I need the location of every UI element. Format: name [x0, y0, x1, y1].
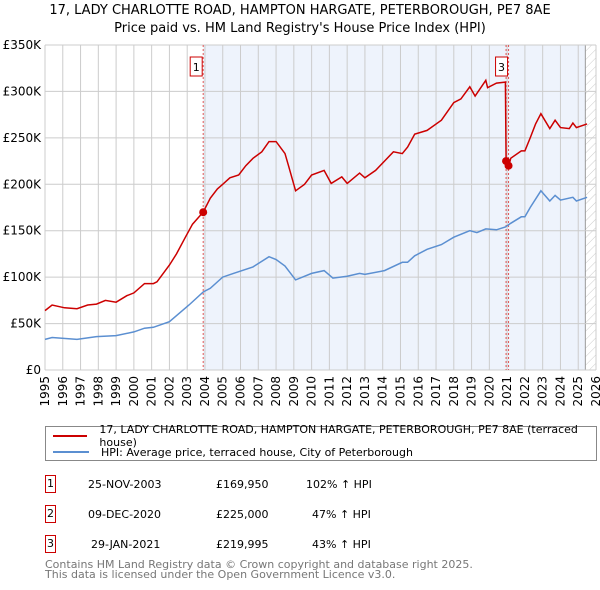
- y-tick-label: £250K: [3, 131, 43, 145]
- x-tick-label: 2004: [198, 376, 212, 407]
- legend-label-property: 17, LADY CHARLOTTE ROAD, HAMPTON HARGATE…: [99, 423, 578, 449]
- x-tick-label: 2005: [216, 376, 230, 407]
- x-tick-label: 2012: [340, 376, 354, 407]
- x-tick-label: 2020: [482, 376, 496, 407]
- footer-copyright: Contains HM Land Registry data © Crown c…: [45, 558, 473, 571]
- x-tick-label: 2024: [553, 376, 567, 407]
- x-tick-label: 2026: [589, 376, 600, 407]
- x-tick-label: 2002: [162, 376, 176, 407]
- transaction-price: £169,950: [216, 478, 269, 491]
- sale-label: 1: [193, 61, 200, 74]
- transaction-price: £225,000: [216, 508, 269, 521]
- legend: 17, LADY CHARLOTTE ROAD, HAMPTON HARGATE…: [45, 423, 597, 461]
- x-tick-label: 2025: [571, 376, 585, 407]
- footer: Contains HM Land Registry data © Crown c…: [45, 558, 473, 581]
- x-tick-label: 2003: [180, 376, 194, 407]
- sale-point: [504, 161, 513, 170]
- transaction-row: 2 09-DEC-2020 £225,000 47% ↑ HPI: [45, 505, 445, 525]
- x-tick-label: 1995: [38, 376, 52, 407]
- transaction-hpi-change: 102% ↑ HPI: [306, 478, 372, 491]
- x-tick-label: 2023: [536, 376, 550, 407]
- legend-label-hpi: HPI: Average price, terraced house, City…: [101, 445, 413, 459]
- line-chart: 1995 1996 1997 1998 1999 2000 2001 2002 2003 2004…: [3, 38, 600, 407]
- y-tick-label: £150K: [3, 224, 43, 238]
- transaction-price: £219,995: [216, 538, 269, 551]
- y-tick-label: £100K: [3, 270, 43, 284]
- x-tick-label: 2017: [429, 376, 443, 407]
- transaction-hpi-change: 43% ↑ HPI: [312, 538, 371, 551]
- x-tick-label: 2010: [305, 376, 319, 407]
- x-tick-label: 2022: [518, 376, 532, 407]
- x-tick-label: 2006: [234, 376, 248, 407]
- transaction-date: 09-DEC-2020: [88, 508, 162, 521]
- transaction-row: 3 29-JAN-2021 £219,995 43% ↑ HPI: [45, 535, 445, 555]
- shaded-period: [203, 45, 586, 370]
- x-tick-label: 2019: [465, 376, 479, 407]
- transaction-hpi-change: 47% ↑ HPI: [312, 508, 371, 521]
- chart-title: 17, LADY CHARLOTTE ROAD, HAMPTON HARGATE…: [49, 3, 551, 18]
- x-tick-label: 2014: [376, 376, 390, 407]
- x-tick-label: 2009: [287, 376, 301, 407]
- x-tick-label: 2011: [322, 376, 336, 407]
- legend-swatch-property: [53, 435, 88, 437]
- sale-label: 3: [498, 61, 505, 74]
- property-price-line: [44, 78, 588, 312]
- transaction-date: 25-NOV-2003: [88, 478, 162, 491]
- transaction-row: 1 25-NOV-2003 £169,950 102% ↑ HPI: [45, 475, 445, 495]
- legend-swatch-hpi: [53, 451, 89, 453]
- sale-label-box: [189, 56, 203, 77]
- transaction-date: 29-JAN-2021: [91, 538, 161, 551]
- y-tick-label: £350K: [3, 38, 43, 52]
- x-tick-label: 2000: [127, 376, 141, 407]
- x-tick-label: 1998: [91, 376, 105, 407]
- transaction-number: 1: [45, 475, 56, 493]
- x-tick-label: 2013: [358, 376, 372, 407]
- hatched-future-period: [585, 45, 596, 370]
- x-tick-label: 2018: [447, 376, 461, 407]
- hpi-line: [44, 189, 588, 341]
- y-tick-label: £0: [26, 363, 41, 377]
- x-tick-label: 1997: [74, 376, 88, 407]
- footer-licence: This data is licensed under the Open Gov…: [45, 568, 396, 581]
- legend-item-property: 17, LADY CHARLOTTE ROAD, HAMPTON HARGATE…: [46, 423, 596, 449]
- x-tick-label: 2007: [251, 376, 265, 407]
- chart-subtitle: Price paid vs. HM Land Registry's House …: [114, 21, 486, 36]
- sale-label-box: [495, 56, 509, 77]
- sale-point: [199, 208, 208, 217]
- x-tick-label: 2021: [500, 376, 514, 407]
- y-tick-label: £300K: [3, 84, 43, 98]
- y-tick-label: £50K: [10, 317, 42, 331]
- x-tick-label: 2008: [269, 376, 283, 407]
- x-tick-label: 2016: [411, 376, 425, 407]
- x-tick-label: 2015: [393, 376, 407, 407]
- y-tick-label: £200K: [3, 177, 43, 191]
- x-tick-label: 1999: [109, 376, 123, 407]
- transaction-number: 2: [45, 505, 56, 523]
- transaction-number: 3: [45, 535, 56, 553]
- x-tick-label: 2001: [145, 376, 159, 407]
- x-tick-label: 1996: [56, 376, 70, 407]
- legend-item-hpi: HPI: Average price, terraced house, City…: [46, 444, 413, 460]
